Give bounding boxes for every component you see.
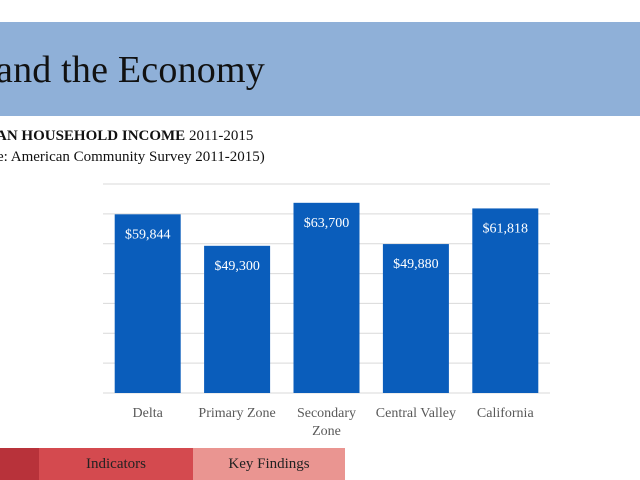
data-label: $59,844 [125, 227, 171, 242]
data-label: $49,880 [393, 257, 439, 272]
tab-home[interactable] [0, 448, 39, 480]
x-tick-label: Primary Zone [198, 406, 275, 421]
chart-subtitle: e: American Community Survey 2011-2015) [0, 149, 265, 165]
bar [204, 245, 271, 393]
tab-key-findings[interactable]: Key Findings [193, 448, 345, 480]
x-tick-label: Delta [133, 406, 164, 421]
page-title: and the Economy [0, 49, 265, 91]
bar-chart: $59,844 Delta $49,300 Primary Zone $63,700 Se… [103, 183, 550, 439]
bar [114, 214, 181, 393]
x-tick-label: Central Valley [376, 406, 456, 421]
bar [293, 202, 360, 393]
chart-title-years: 2011-2015 [188, 128, 254, 144]
bottom-nav: Indicators Key Findings [0, 448, 345, 480]
x-tick-label: Zone [312, 424, 341, 439]
chart-title-bold: AN HOUSEHOLD INCOME [0, 128, 186, 144]
tab-indicators[interactable]: Indicators [39, 448, 193, 480]
data-label: $49,300 [214, 259, 260, 274]
data-label: $61,818 [483, 221, 529, 236]
chart-title: AN HOUSEHOLD INCOME 2011-2015 [0, 128, 253, 145]
bar [382, 244, 449, 393]
bar [472, 208, 539, 393]
data-label: $63,700 [304, 216, 350, 231]
x-tick-label: California [477, 406, 535, 421]
title-banner [0, 22, 640, 116]
x-tick-label: Secondary [297, 406, 356, 421]
